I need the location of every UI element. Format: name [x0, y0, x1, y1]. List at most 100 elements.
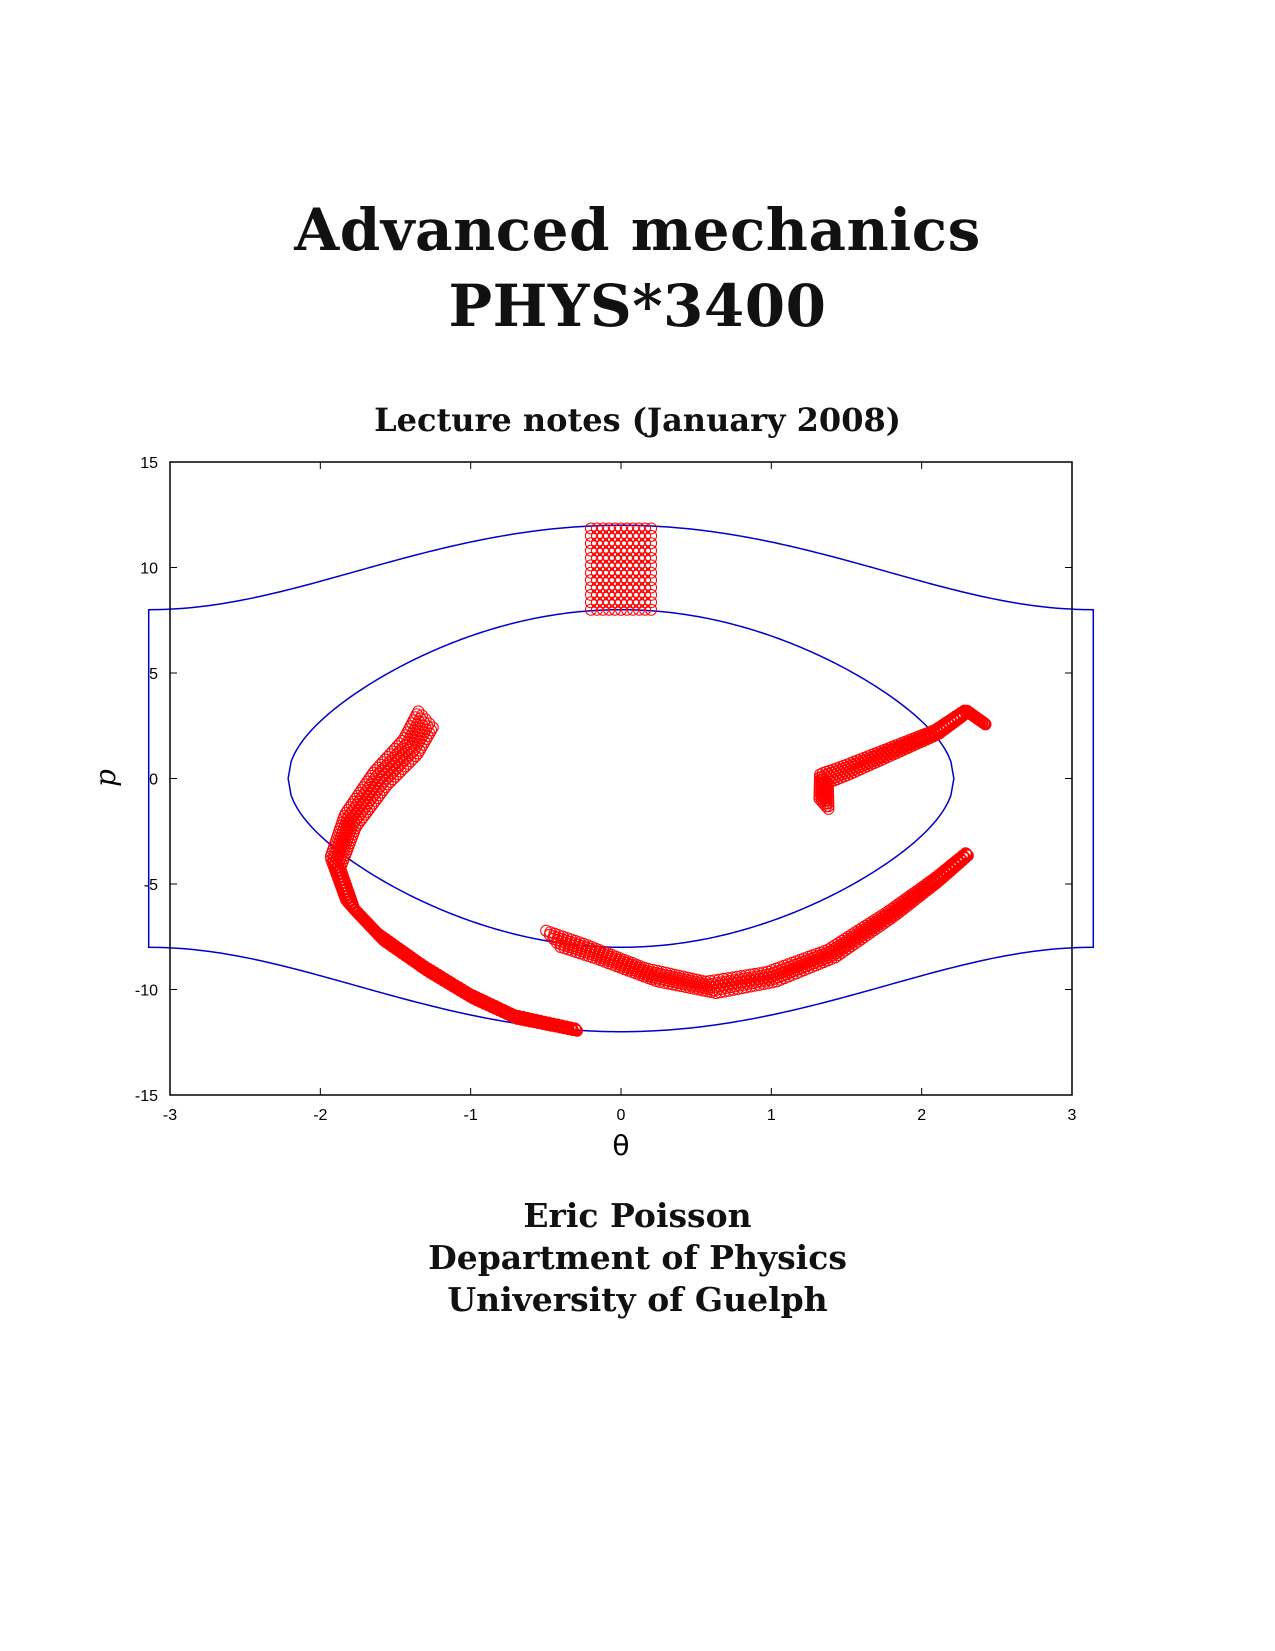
initial-region-point	[633, 588, 646, 601]
initial-region-point	[627, 544, 640, 557]
initial-region-point	[608, 566, 621, 579]
initial-region-point	[633, 552, 646, 565]
initial-region-point	[602, 529, 615, 542]
initial-region-point	[633, 574, 646, 587]
initial-region-point	[615, 522, 627, 535]
y-tick-label: 0	[149, 772, 158, 789]
y-tick-label: -10	[135, 983, 158, 1000]
initial-region-point	[621, 552, 634, 565]
initial-region-point	[584, 588, 597, 601]
initial-region-point	[608, 544, 621, 557]
initial-region-point	[621, 537, 634, 550]
initial-region-point	[590, 588, 603, 601]
initial-region-point	[608, 588, 621, 601]
initial-region-point	[633, 537, 646, 550]
initial-region-point	[633, 559, 646, 572]
initial-region-point	[584, 522, 597, 535]
initial-region-point	[645, 581, 658, 594]
y-tick-label: 15	[140, 455, 158, 472]
initial-region-point	[602, 522, 615, 535]
initial-region-point	[596, 566, 609, 579]
x-tick-label: 1	[767, 1107, 776, 1124]
x-tick-label: 0	[617, 1107, 626, 1124]
y-tick-label: -5	[144, 877, 158, 894]
initial-region-point	[627, 581, 640, 594]
initial-region-point	[590, 603, 603, 616]
initial-region-point	[639, 537, 652, 550]
initial-region-point	[627, 603, 640, 616]
initial-region-point	[621, 574, 634, 587]
initial-region-point	[645, 522, 658, 535]
initial-region-point	[615, 574, 627, 587]
initial-region-point	[584, 544, 597, 557]
initial-region-point	[596, 552, 609, 565]
bottom-band-point	[740, 981, 753, 994]
initial-region-point	[639, 574, 652, 587]
initial-region-point	[590, 529, 603, 542]
bottom-band-point	[761, 977, 774, 990]
initial-region-point	[633, 522, 646, 535]
initial-region-point	[633, 529, 646, 542]
initial-region-point	[627, 537, 640, 550]
initial-region-point	[590, 574, 603, 587]
bottom-band-point	[735, 982, 748, 995]
initial-region-point	[633, 603, 646, 616]
initial-region-point	[621, 588, 634, 601]
initial-region-point	[645, 552, 658, 565]
initial-region-point	[639, 544, 652, 557]
initial-region-point	[596, 574, 609, 587]
bottom-band-point	[904, 889, 917, 902]
initial-region-point	[602, 574, 615, 587]
initial-region-point	[602, 596, 615, 609]
initial-region-point	[645, 537, 658, 550]
initial-region-point	[621, 581, 634, 594]
initial-region-point	[621, 566, 634, 579]
initial-region-point	[608, 574, 621, 587]
initial-region-point	[627, 529, 640, 542]
author-university: University of Guelph	[447, 1280, 828, 1319]
initial-region-point	[584, 537, 597, 550]
initial-region-point	[608, 537, 621, 550]
right-band-point	[979, 718, 992, 731]
bottom-band-point	[731, 983, 744, 996]
initial-region-point	[608, 596, 621, 609]
initial-region-point	[615, 596, 627, 609]
bottom-band-point	[907, 886, 920, 899]
initial-region-point	[608, 603, 621, 616]
initial-region-point	[645, 559, 658, 572]
initial-region-point	[639, 552, 652, 565]
x-axis-label: θ	[612, 1129, 629, 1162]
initial-region-point	[639, 529, 652, 542]
bottom-band-point	[901, 891, 914, 904]
left-band-point	[570, 1024, 583, 1037]
initial-region-point	[621, 522, 634, 535]
bottom-band-point	[748, 979, 761, 992]
initial-region-point	[621, 529, 634, 542]
initial-region-point	[596, 588, 609, 601]
initial-region-point	[596, 537, 609, 550]
initial-region-point	[615, 559, 627, 572]
left-band-point	[569, 1022, 582, 1035]
initial-region-point	[590, 559, 603, 572]
bottom-band-point	[960, 847, 973, 860]
initial-region-point	[645, 544, 658, 557]
plot-frame	[169, 461, 1073, 1096]
subtitle: Lecture notes (January 2008)	[374, 401, 901, 439]
title-line-2: PHYS*3400	[448, 272, 827, 340]
initial-region-point	[602, 588, 615, 601]
initial-region-point	[615, 544, 627, 557]
initial-region-point	[621, 544, 634, 557]
left-band-point	[509, 1009, 521, 1022]
initial-region-point	[627, 552, 640, 565]
initial-region-point	[584, 574, 597, 587]
initial-region-point	[596, 596, 609, 609]
initial-region-point	[608, 522, 621, 535]
bottom-band-point	[672, 977, 685, 990]
author-department: Department of Physics	[428, 1238, 847, 1277]
initial-region-point	[639, 581, 652, 594]
initial-region-point	[596, 529, 609, 542]
left-band-point	[399, 729, 412, 742]
x-tick-label: 3	[1068, 1107, 1077, 1124]
